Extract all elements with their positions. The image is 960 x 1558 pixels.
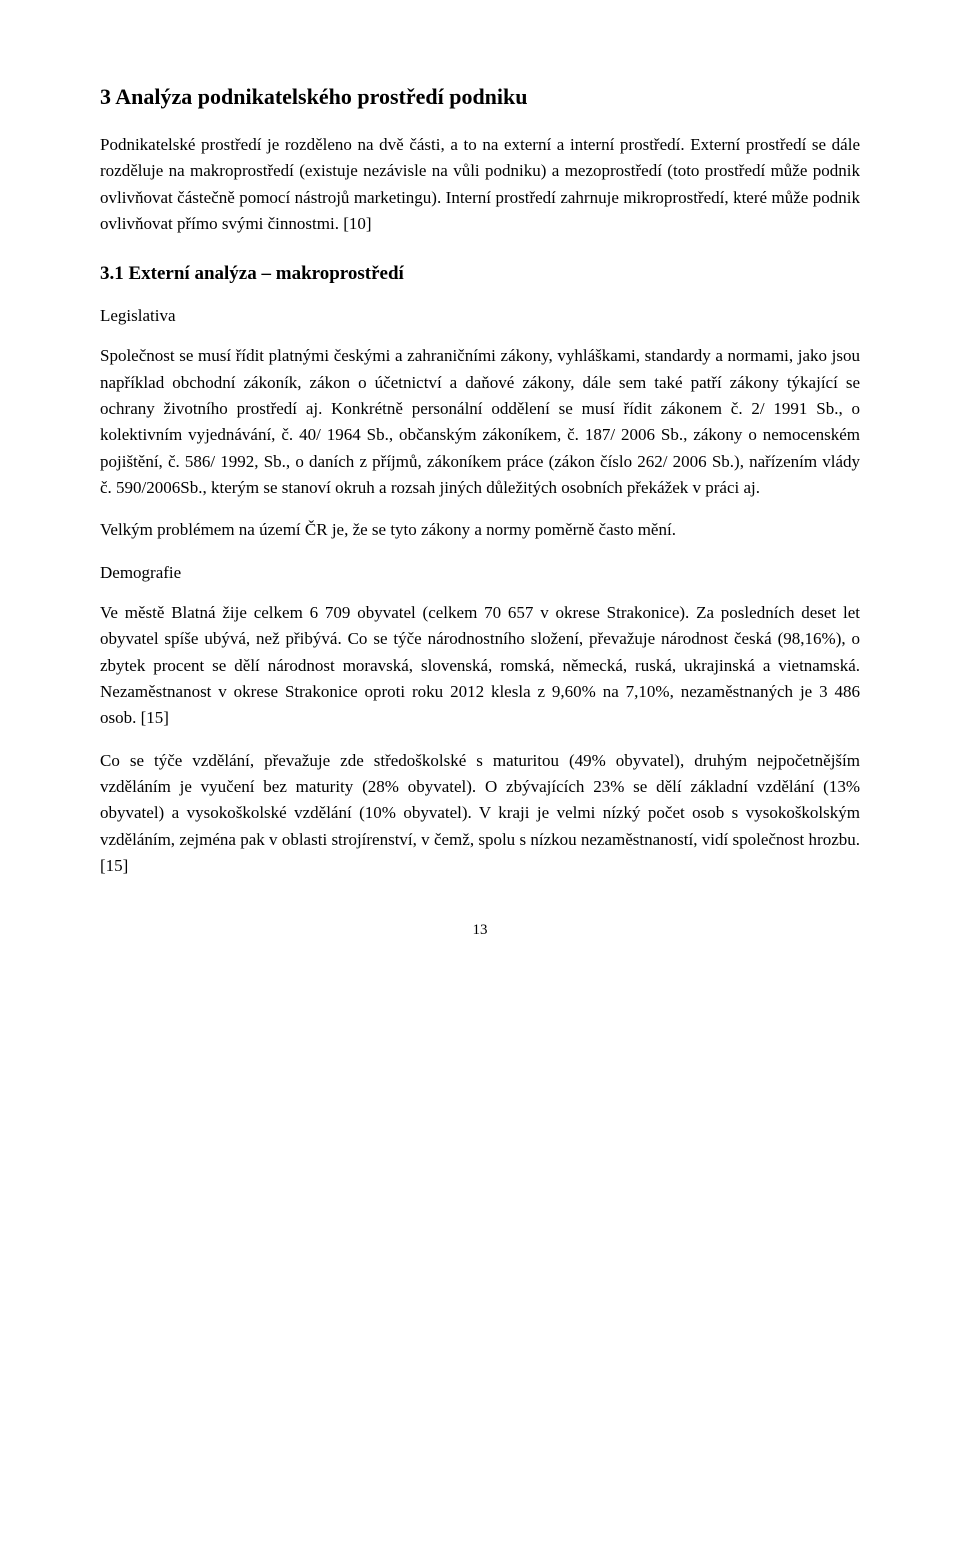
paragraph-intro: Podnikatelské prostředí je rozděleno na … xyxy=(100,132,860,237)
subheading-demografie: Demografie xyxy=(100,560,860,586)
paragraph-demografie-2: Co se týče vzdělání, převažuje zde střed… xyxy=(100,748,860,880)
page-number: 13 xyxy=(100,919,860,942)
paragraph-demografie-1: Ve městě Blatná žije celkem 6 709 obyvat… xyxy=(100,600,860,732)
heading-2: 3.1 Externí analýza – makroprostředí xyxy=(100,259,860,288)
paragraph-legislativa-2: Velkým problémem na území ČR je, že se t… xyxy=(100,517,860,543)
heading-1: 3 Analýza podnikatelského prostředí podn… xyxy=(100,80,860,114)
subheading-legislativa: Legislativa xyxy=(100,303,860,329)
paragraph-legislativa-1: Společnost se musí řídit platnými českým… xyxy=(100,343,860,501)
